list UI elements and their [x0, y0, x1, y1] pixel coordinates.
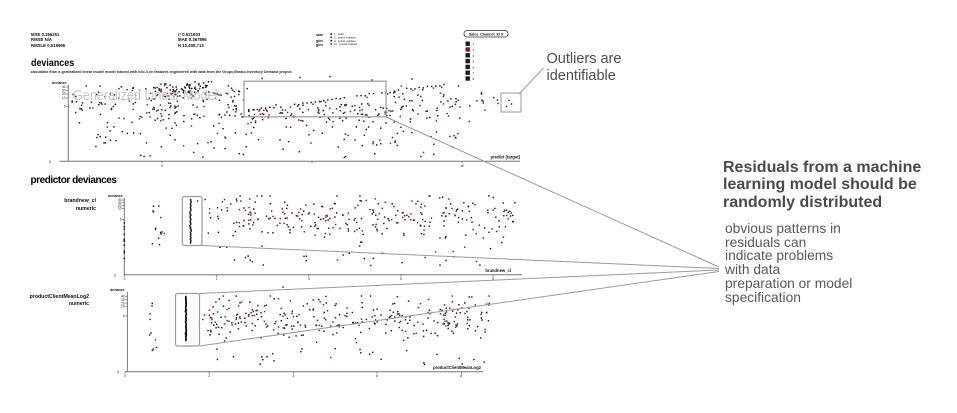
- svg-text:10: 10: [121, 305, 125, 309]
- svg-text:1: 1: [473, 42, 475, 46]
- svg-text:6: 6: [473, 65, 475, 69]
- svg-text:8: 8: [460, 374, 462, 378]
- svg-text:40: 40: [62, 85, 66, 89]
- svg-text:2: 2: [473, 48, 475, 52]
- svg-text:5: 5: [64, 105, 66, 109]
- svg-text:20: 20: [121, 301, 125, 305]
- svg-text:10: 10: [118, 207, 122, 211]
- svg-text:30: 30: [118, 201, 122, 205]
- svg-text:5: 5: [473, 60, 475, 64]
- svg-text:deviance: deviance: [52, 81, 67, 85]
- svg-text:6: 6: [400, 277, 402, 281]
- svg-text:30: 30: [62, 89, 66, 93]
- svg-text:0: 0: [124, 374, 126, 378]
- svg-text:4: 4: [308, 277, 310, 281]
- svg-text:glm: glm: [316, 43, 323, 47]
- svg-text:30: 30: [121, 298, 125, 302]
- svg-text:10: 10: [62, 96, 66, 100]
- svg-text:brandnew_cl: brandnew_cl: [485, 268, 511, 273]
- svg-text:8: 8: [492, 277, 494, 281]
- svg-text:6: 6: [376, 374, 378, 378]
- svg-text:0: 0: [124, 277, 126, 281]
- svg-text:20: 20: [118, 204, 122, 208]
- svg-text:40: 40: [121, 295, 125, 299]
- svg-text:0: 0: [117, 370, 119, 374]
- svg-text:5: 5: [123, 314, 125, 318]
- svg-text:2 : points marked: 2 : points marked: [334, 36, 356, 40]
- svg-text:2: 2: [216, 277, 218, 281]
- svg-text:5: 5: [120, 218, 122, 222]
- svg-text:4+ : points marked: 4+ : points marked: [334, 42, 358, 46]
- svg-text:4: 4: [293, 374, 295, 378]
- svg-text:glm: glm: [316, 39, 323, 43]
- svg-text:stat: stat: [316, 33, 323, 37]
- svg-text:Sales_Channel_ID 9: Sales_Channel_ID 9: [469, 32, 503, 36]
- svg-text:deviance: deviance: [108, 194, 123, 198]
- svg-text:0: 0: [114, 273, 116, 277]
- svg-text:2: 2: [208, 374, 210, 378]
- svg-text:4: 4: [473, 54, 475, 58]
- svg-text:7: 7: [473, 71, 475, 75]
- svg-text:3 : points marked: 3 : points marked: [334, 39, 356, 43]
- svg-text:10: 10: [460, 164, 464, 168]
- svg-text:5: 5: [161, 164, 163, 168]
- svg-text:predict (target): predict (target): [490, 155, 520, 160]
- svg-text:1 : point: 1 : point: [334, 32, 344, 36]
- svg-text:40: 40: [118, 198, 122, 202]
- svg-text:8: 8: [473, 77, 475, 81]
- svg-text:deviance: deviance: [110, 288, 125, 292]
- svg-text:20: 20: [62, 92, 66, 96]
- svg-text:0: 0: [49, 160, 51, 164]
- svg-text:productClientMeanLog2: productClientMeanLog2: [433, 365, 482, 370]
